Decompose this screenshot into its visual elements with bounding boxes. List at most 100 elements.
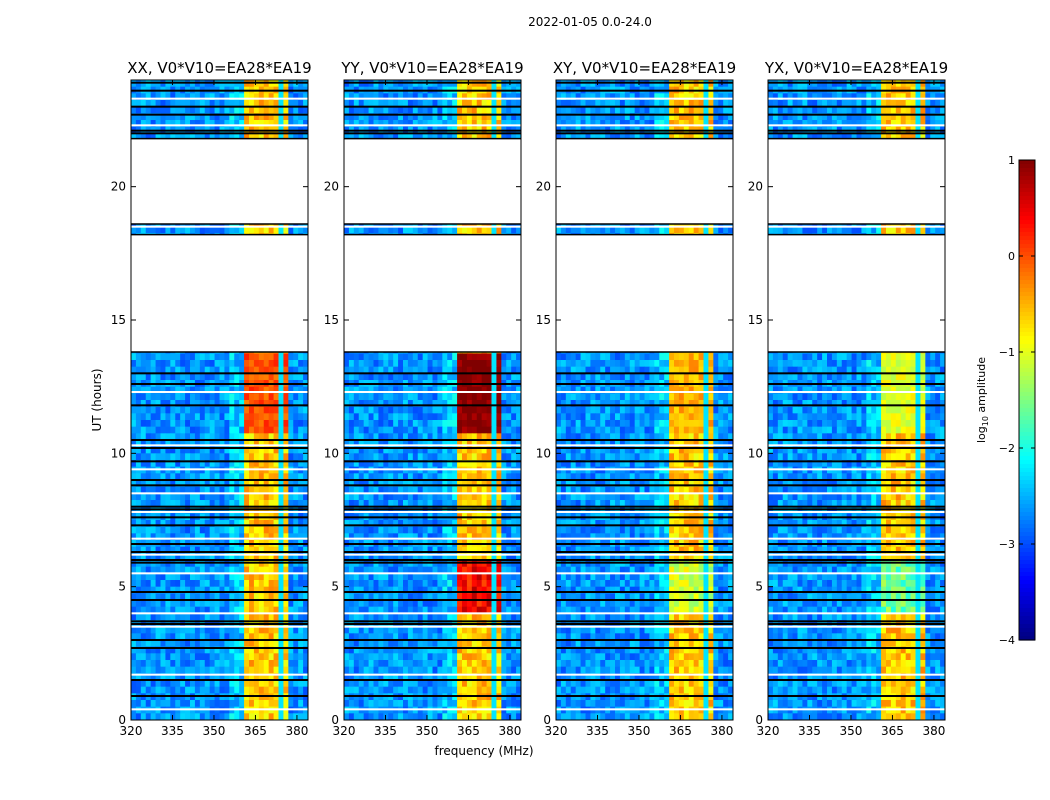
heatmap-cell bbox=[476, 133, 483, 141]
heatmap-cell bbox=[229, 386, 235, 394]
heatmap-cell bbox=[348, 100, 355, 108]
heatmap-cell bbox=[204, 713, 211, 720]
heatmap-cell bbox=[239, 673, 245, 681]
heatmap-cell bbox=[219, 640, 225, 648]
heatmap-cell bbox=[244, 446, 250, 454]
heatmap-cell bbox=[283, 533, 289, 541]
heatmap-cell bbox=[214, 393, 220, 401]
heatmap-cell bbox=[373, 226, 379, 234]
heatmap-cell bbox=[155, 533, 161, 541]
heatmap-cell bbox=[140, 646, 147, 654]
heatmap-cell bbox=[244, 426, 250, 434]
heatmap-cell bbox=[140, 546, 147, 554]
heatmap-cell bbox=[150, 666, 157, 674]
heatmap-cell bbox=[175, 586, 181, 594]
heatmap-cell bbox=[190, 406, 196, 414]
heatmap-cell bbox=[175, 613, 181, 621]
heatmap-cell bbox=[368, 120, 374, 128]
heatmap-cell bbox=[194, 400, 201, 408]
heatmap-cell bbox=[253, 533, 260, 541]
heatmap-cell bbox=[160, 120, 166, 128]
heatmap-cell bbox=[268, 360, 275, 368]
heatmap-cell bbox=[249, 406, 255, 414]
heatmap-cell bbox=[293, 100, 299, 108]
heatmap-cell bbox=[155, 546, 161, 554]
heatmap-cell bbox=[165, 613, 171, 621]
heatmap-cell bbox=[175, 453, 181, 461]
heatmap-cell bbox=[209, 226, 216, 234]
heatmap-cell bbox=[185, 666, 191, 674]
heatmap-cell bbox=[263, 473, 270, 481]
heatmap-cell bbox=[244, 673, 250, 681]
heatmap-cell bbox=[288, 526, 294, 534]
heatmap-cell bbox=[135, 686, 142, 694]
heatmap-cell bbox=[283, 700, 289, 708]
heatmap-cell bbox=[165, 653, 171, 661]
heatmap-cell bbox=[501, 120, 507, 128]
heatmap-cell bbox=[253, 93, 260, 101]
heatmap-cell bbox=[447, 106, 453, 114]
heatmap-cell bbox=[199, 600, 206, 608]
heatmap-cell bbox=[249, 366, 255, 374]
heatmap-cell bbox=[209, 493, 216, 501]
heatmap-cell bbox=[209, 400, 216, 408]
heatmap-cell bbox=[298, 473, 304, 481]
heatmap-cell bbox=[194, 106, 201, 114]
heatmap-cell bbox=[234, 553, 240, 561]
heatmap-cell bbox=[204, 433, 211, 441]
heatmap-cell bbox=[160, 546, 166, 554]
heatmap-cell bbox=[155, 666, 161, 674]
heatmap-cell bbox=[190, 700, 196, 708]
heatmap-cell bbox=[288, 433, 294, 441]
heatmap-cell bbox=[278, 546, 284, 554]
heatmap-cell bbox=[145, 600, 152, 608]
heatmap-cell bbox=[214, 360, 220, 368]
heatmap-cell bbox=[170, 420, 176, 428]
heatmap-cell bbox=[170, 640, 176, 648]
heatmap-cell bbox=[165, 120, 171, 128]
heatmap-cell bbox=[180, 426, 186, 434]
heatmap-cell bbox=[303, 553, 308, 561]
heatmap-cell bbox=[204, 546, 211, 554]
heatmap-cell bbox=[170, 360, 176, 368]
heatmap-cell bbox=[363, 120, 370, 128]
heatmap-cell bbox=[417, 100, 424, 108]
heatmap-cell bbox=[239, 593, 245, 601]
flag-line bbox=[131, 484, 308, 487]
heatmap-cell bbox=[145, 226, 152, 234]
heatmap-cell bbox=[170, 473, 176, 481]
flag-line bbox=[131, 97, 308, 100]
heatmap-cell bbox=[214, 673, 220, 681]
heatmap-cell bbox=[249, 460, 255, 468]
heatmap-cell bbox=[239, 413, 245, 421]
heatmap-cell bbox=[244, 633, 250, 641]
heatmap-cell bbox=[131, 586, 137, 594]
heatmap-cell bbox=[135, 226, 142, 234]
heatmap-cell bbox=[165, 433, 171, 441]
heatmap-cell bbox=[199, 473, 206, 481]
heatmap-cell bbox=[407, 113, 414, 121]
heatmap-cell bbox=[249, 400, 255, 408]
heatmap-cell bbox=[239, 666, 245, 674]
heatmap-cell bbox=[249, 553, 255, 561]
heatmap-cell bbox=[180, 580, 186, 588]
heatmap-cell bbox=[244, 460, 250, 468]
heatmap-cell bbox=[303, 626, 308, 634]
heatmap-cell bbox=[239, 580, 245, 588]
heatmap-cell bbox=[185, 573, 191, 581]
heatmap-cell bbox=[393, 226, 399, 234]
heatmap-cell bbox=[268, 613, 275, 621]
heatmap-cell bbox=[180, 533, 186, 541]
heatmap-cell bbox=[249, 613, 255, 621]
heatmap-cell bbox=[476, 100, 483, 108]
heatmap-cell bbox=[204, 460, 211, 468]
flag-line bbox=[131, 639, 308, 641]
heatmap-cell bbox=[239, 120, 245, 128]
heatmap-cell bbox=[283, 646, 289, 654]
heatmap-cell bbox=[190, 653, 196, 661]
heatmap-cell bbox=[268, 646, 275, 654]
heatmap-cell bbox=[135, 106, 142, 114]
heatmap-cell bbox=[288, 420, 294, 428]
heatmap-cell bbox=[273, 113, 279, 121]
heatmap-cell bbox=[229, 640, 235, 648]
